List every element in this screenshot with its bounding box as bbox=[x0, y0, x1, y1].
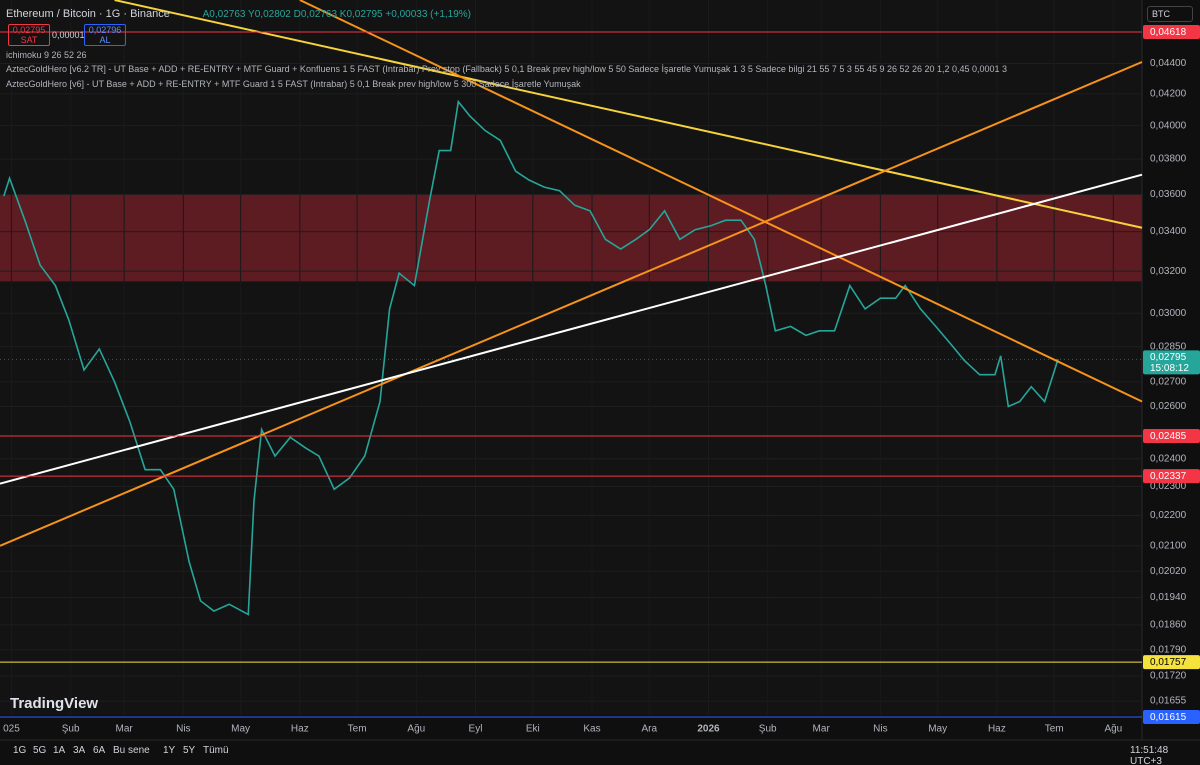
sell-price: 0,02795 bbox=[12, 25, 46, 35]
level-box bbox=[1143, 429, 1200, 444]
x-tick-label: Ağu bbox=[1104, 724, 1122, 735]
level-label: 0,02337 bbox=[1150, 471, 1187, 482]
y-tick-label: 0,01720 bbox=[1150, 671, 1187, 682]
range-button[interactable]: Bu sene bbox=[113, 745, 150, 756]
range-button[interactable]: 3A bbox=[73, 745, 86, 756]
range-button[interactable]: 5Y bbox=[183, 745, 196, 756]
x-tick-label: May bbox=[928, 724, 947, 735]
header: Ethereum / Bitcoin · 1G · Binance A0,027… bbox=[6, 8, 471, 20]
x-tick-label: Mar bbox=[813, 724, 831, 735]
trend-line bbox=[0, 61, 1143, 547]
sell-label: SAT bbox=[20, 35, 38, 45]
level-box bbox=[1143, 469, 1200, 484]
x-tick-label: Kas bbox=[583, 724, 600, 735]
level-label: 0,02485 bbox=[1150, 431, 1187, 442]
y-tick-label: 0,01860 bbox=[1150, 620, 1187, 631]
range-button[interactable]: 1G bbox=[13, 745, 27, 756]
last-price-label: 0,02795 bbox=[1150, 352, 1187, 363]
indicator[interactable]: ichimoku 9 26 52 26 bbox=[6, 50, 87, 60]
price-line bbox=[3, 99, 1059, 616]
currency-select[interactable]: BTC bbox=[1147, 6, 1193, 22]
logo: TradingView bbox=[10, 695, 99, 712]
x-tick-label: Ara bbox=[642, 724, 658, 735]
x-tick-label: Şub bbox=[759, 724, 777, 735]
spread: 0,00001 bbox=[52, 30, 85, 40]
x-tick-label: Eyl bbox=[469, 724, 483, 735]
level-box bbox=[1143, 24, 1200, 39]
last-price-box bbox=[1143, 350, 1200, 375]
x-tick-label: Mar bbox=[116, 724, 134, 735]
trend-line bbox=[0, 173, 1143, 485]
x-tick-label: Haz bbox=[291, 724, 309, 735]
zone bbox=[0, 194, 1142, 282]
range-button[interactable]: 6A bbox=[93, 745, 106, 756]
y-tick-label: 0,03200 bbox=[1150, 266, 1187, 277]
y-tick-label: 0,04200 bbox=[1150, 88, 1187, 99]
y-tick-label: 0,01940 bbox=[1150, 592, 1187, 603]
y-tick-label: 0,04000 bbox=[1150, 120, 1187, 131]
x-tick-label: Haz bbox=[988, 724, 1006, 735]
sell-button[interactable]: 0,02795 SAT bbox=[8, 24, 50, 46]
buy-price: 0,02796 bbox=[88, 25, 122, 35]
buy-label: AL bbox=[99, 35, 111, 45]
y-tick-label: 0,03800 bbox=[1150, 154, 1187, 165]
y-tick-label: 0,02300 bbox=[1150, 481, 1187, 492]
buy-button[interactable]: 0,02796 AL bbox=[84, 24, 126, 46]
ohlc: A0,02763 Y0,02802 D0,02763 K0,02795 +0,0… bbox=[202, 9, 472, 20]
x-tick-label: Şub bbox=[62, 724, 80, 735]
y-tick-label: 0,02100 bbox=[1150, 540, 1187, 551]
y-tick-label: 0,03400 bbox=[1150, 226, 1187, 237]
level-box bbox=[1143, 710, 1200, 725]
y-tick-label: 0,02700 bbox=[1150, 377, 1187, 388]
x-tick-label: Nis bbox=[873, 724, 887, 735]
symbol: Ethereum / Bitcoin · 1G · Binance bbox=[6, 8, 170, 20]
countdown: 15:08:12 bbox=[1150, 363, 1189, 374]
level-label: 0,04618 bbox=[1150, 27, 1187, 38]
range-button[interactable]: 1Y bbox=[163, 745, 176, 756]
y-tick-label: 0,03000 bbox=[1150, 308, 1187, 319]
indicator[interactable]: AztecGoldHero [v6.2 TR] - UT Base + ADD … bbox=[6, 64, 1008, 74]
x-tick-label: Tem bbox=[1045, 724, 1064, 735]
level-box bbox=[1143, 655, 1200, 670]
y-tick-label: 0,02600 bbox=[1150, 401, 1187, 412]
y-tick-label: 0,01790 bbox=[1150, 645, 1187, 656]
y-tick-label: 0,02200 bbox=[1150, 510, 1187, 521]
plot-background bbox=[0, 0, 1142, 715]
range-button[interactable]: 1A bbox=[53, 745, 66, 756]
x-tick-label: Eki bbox=[526, 724, 540, 735]
y-tick-label: 0,03600 bbox=[1150, 189, 1187, 200]
indicator[interactable]: AztecGoldHero [v6] - UT Base + ADD + RE-… bbox=[6, 79, 581, 89]
clock: 11:51:48 UTC+3 bbox=[1130, 745, 1169, 765]
level-label: 0,01615 bbox=[1150, 712, 1187, 723]
level-label: 0,01757 bbox=[1150, 657, 1187, 668]
y-tick-label: 0,02850 bbox=[1150, 341, 1187, 352]
range-button[interactable]: 5G bbox=[33, 745, 47, 756]
y-tick-label: 0,02400 bbox=[1150, 453, 1187, 464]
x-tick-label: 2026 bbox=[697, 724, 720, 735]
x-tick-label: Ağu bbox=[407, 724, 425, 735]
x-tick-label: Nis bbox=[176, 724, 190, 735]
trend-line bbox=[299, 0, 1143, 403]
trend-line bbox=[114, 0, 1143, 229]
y-tick-label: 0,04400 bbox=[1150, 58, 1187, 69]
x-tick-label: Tem bbox=[348, 724, 367, 735]
y-tick-label: 0,02020 bbox=[1150, 566, 1187, 577]
y-tick-label: 0,01655 bbox=[1150, 696, 1187, 707]
x-tick-label: May bbox=[231, 724, 250, 735]
range-button[interactable]: Tümü bbox=[203, 745, 229, 756]
x-tick-label: 025 bbox=[3, 724, 20, 735]
